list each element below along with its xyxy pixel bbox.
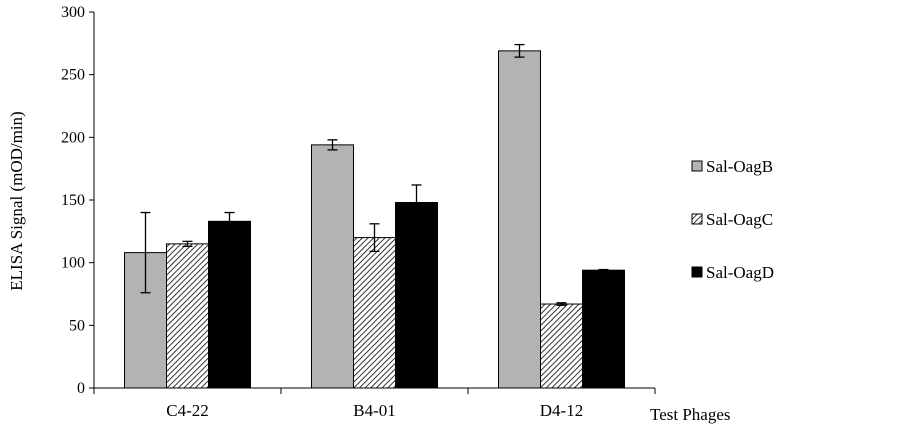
x-axis: C4-22 B4-01 D4-12	[93, 387, 656, 420]
bar-sal-oagb-b4-01	[311, 144, 354, 389]
x-tick-label: C4-22	[166, 401, 209, 420]
legend-label: Sal-OagB	[706, 157, 773, 176]
y-tick-label: 200	[61, 129, 85, 146]
legend-swatch	[691, 266, 703, 278]
legend-swatch	[691, 213, 703, 225]
bar-sal-oagc-c4-22	[166, 243, 209, 389]
legend: Sal-OagB Sal-OagC Sal-OagD	[691, 157, 774, 282]
y-tick-label: 100	[61, 255, 85, 272]
bar-sal-oagd-d4-12	[582, 269, 625, 389]
x-tick-label: D4-12	[540, 401, 583, 420]
x-tick-label: B4-01	[353, 401, 396, 420]
bar-sal-oagd-b4-01	[395, 202, 438, 389]
y-tick-label: 50	[69, 317, 85, 334]
bar-sal-oagd-c4-22	[208, 220, 251, 389]
y-tick-label: 250	[61, 67, 85, 84]
y-tick-label: 300	[61, 4, 85, 21]
y-tick-label: 150	[61, 192, 85, 209]
y-axis: 0 50 100 150 200 250 300	[61, 4, 95, 397]
y-axis-title: ELISA Signal (mOD/min)	[7, 111, 26, 290]
y-tick-label: 0	[77, 380, 85, 397]
plot-area	[124, 43, 625, 389]
legend-swatch	[691, 160, 703, 172]
bar-sal-oagc-b4-01	[353, 237, 396, 389]
bar-sal-oagb-d4-12	[498, 50, 541, 389]
legend-label: Sal-OagC	[706, 210, 773, 229]
bar-sal-oagc-d4-12	[540, 303, 583, 389]
x-axis-title: Test Phages	[650, 405, 731, 424]
legend-label: Sal-OagD	[706, 263, 774, 282]
